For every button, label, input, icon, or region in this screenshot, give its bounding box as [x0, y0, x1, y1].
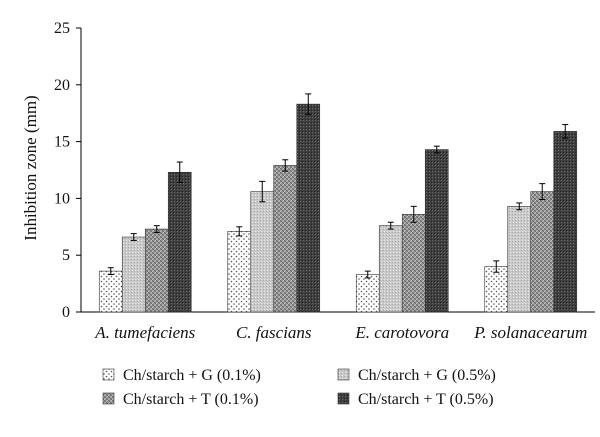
bar-dots: [355, 274, 380, 313]
bar-dots: [98, 270, 123, 313]
legend-swatch: [337, 368, 350, 381]
legend-label: Ch/starch + T (0.5%): [358, 391, 494, 408]
x-category-label: C. fascians: [236, 323, 312, 342]
legend-label: Ch/starch + T (0.1%): [123, 391, 259, 408]
bar-dark: [296, 103, 321, 313]
y-tick-labels: 0 5 10 15 20 25: [54, 20, 70, 321]
x-category-label: E. carotovora: [354, 323, 449, 342]
legend-swatch: [337, 392, 350, 405]
bar-mid: [401, 214, 426, 313]
y-tick-label: 0: [62, 304, 70, 321]
bar-dark: [553, 131, 578, 313]
y-tick-label: 20: [54, 77, 70, 94]
error-bars-layer: [107, 93, 569, 279]
bar-mid: [144, 228, 169, 313]
y-tick-label: 10: [54, 190, 70, 207]
legend-label: Ch/starch + G (0.1%): [123, 367, 261, 384]
bar-mid: [273, 165, 298, 313]
legend-swatch: [102, 392, 115, 405]
bar-dark: [167, 171, 192, 313]
bar-light: [378, 225, 403, 313]
y-axis-title: Inhibition zone (mm): [21, 95, 40, 240]
bar-mid: [530, 191, 555, 313]
bar-light: [250, 191, 275, 313]
bar-dots: [227, 231, 252, 313]
x-category-label: P. solanacearum: [473, 323, 587, 342]
y-tick-label: 25: [54, 20, 70, 37]
legend-swatch: [102, 368, 115, 381]
bar-light: [121, 236, 146, 313]
bar-light: [507, 206, 532, 313]
bar-dark: [424, 149, 449, 313]
bars-layer: [98, 103, 578, 313]
x-category-label: A. tumefaciens: [94, 323, 195, 342]
y-tick-label: 5: [62, 247, 70, 264]
legend: Ch/starch + G (0.1%) Ch/starch + G (0.5%)…: [102, 367, 496, 408]
y-tick-label: 15: [54, 134, 70, 151]
legend-label: Ch/starch + G (0.5%): [358, 367, 496, 384]
bar-dots: [484, 266, 509, 313]
x-category-labels: A. tumefaciens C. fascians E. carotovora P.…: [94, 323, 587, 342]
